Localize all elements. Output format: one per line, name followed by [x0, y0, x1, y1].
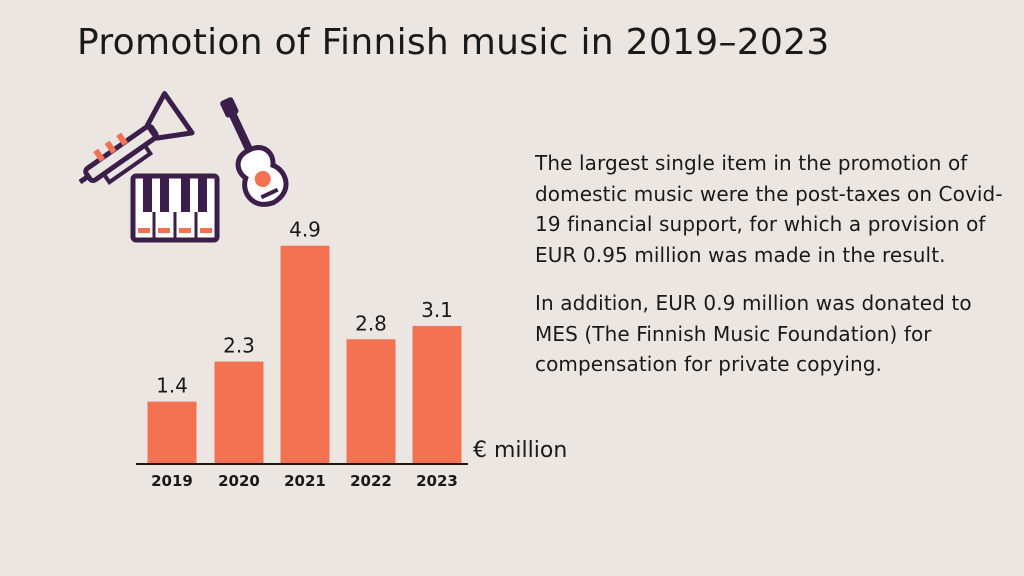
bar-2020 [214, 361, 264, 464]
guitar-icon [220, 97, 289, 207]
bar-2019 [147, 401, 197, 464]
bar-2021 [280, 245, 330, 464]
chart-title: Promotion of Finnish music in 2019–2023 [77, 22, 830, 63]
x-tick-label-2021: 2021 [284, 472, 326, 490]
instrument-icons [78, 91, 289, 243]
x-tick-label-2022: 2022 [350, 472, 392, 490]
data-label-2022: 2.8 [355, 311, 387, 335]
unit-label: € million [473, 438, 568, 463]
x-tick-label-2023: 2023 [416, 472, 458, 490]
data-label-2023: 3.1 [421, 298, 453, 322]
data-label-2020: 2.3 [223, 334, 255, 358]
piano-keyboard-icon [130, 173, 220, 243]
bar-2023 [412, 325, 462, 464]
description-text: The largest single item in the promotion… [535, 148, 1015, 398]
x-tick-label-2019: 2019 [151, 472, 193, 490]
bar-2022 [346, 339, 396, 464]
paragraph-2: In addition, EUR 0.9 million was donated… [535, 291, 972, 376]
paragraph-1: The largest single item in the promotion… [535, 151, 1003, 267]
data-label-2019: 1.4 [156, 374, 188, 398]
x-tick-label-2020: 2020 [218, 472, 260, 490]
trumpet-icon [78, 91, 195, 185]
